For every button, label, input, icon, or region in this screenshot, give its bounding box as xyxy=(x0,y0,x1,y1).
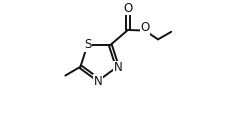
Text: O: O xyxy=(140,21,150,34)
Text: S: S xyxy=(84,38,91,51)
Text: N: N xyxy=(114,61,123,74)
Text: N: N xyxy=(93,75,102,88)
Text: O: O xyxy=(123,2,132,15)
